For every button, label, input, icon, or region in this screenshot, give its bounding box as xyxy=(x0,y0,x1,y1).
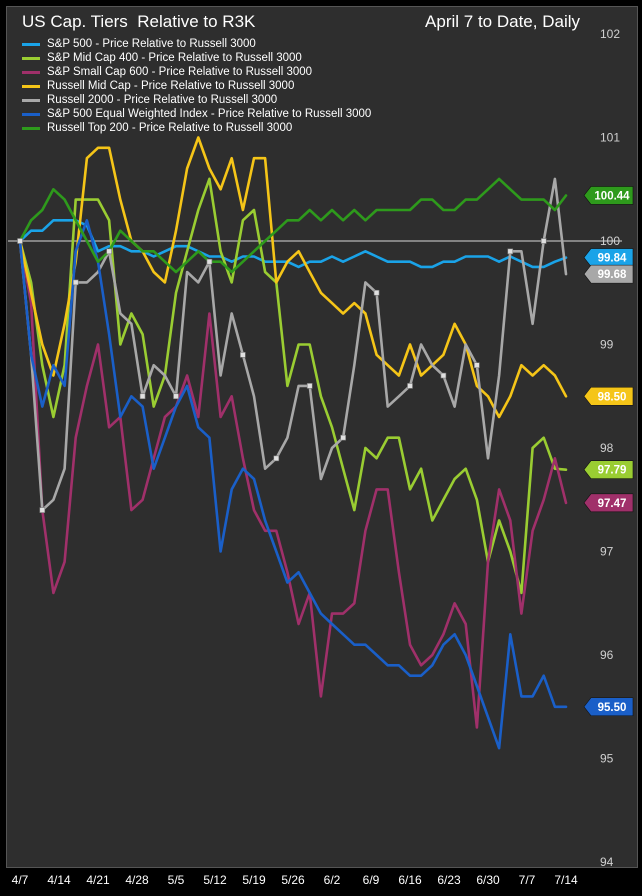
x-tick-label: 6/2 xyxy=(324,873,341,887)
legend-swatch xyxy=(22,112,40,116)
data-point-marker xyxy=(507,248,514,255)
series-line-6 xyxy=(18,177,568,274)
series-line-2 xyxy=(18,239,568,729)
legend-item: S&P 500 Equal Weighted Index - Price Rel… xyxy=(22,107,371,121)
x-tick-label: 4/28 xyxy=(125,873,149,887)
x-tick-label: 5/19 xyxy=(242,873,266,887)
x-tick-label: 5/12 xyxy=(203,873,227,887)
x-tick-label: 4/7 xyxy=(12,873,29,887)
legend-label: S&P Mid Cap 400 - Price Relative to Russ… xyxy=(47,52,302,64)
y-tick-label: 96 xyxy=(600,648,614,662)
last-value-tag-2: 97.47 xyxy=(583,493,634,513)
x-tick-label: 6/30 xyxy=(476,873,500,887)
last-value-label: 97.79 xyxy=(598,465,627,477)
legend-swatch xyxy=(22,56,40,60)
legend-label: S&P 500 Equal Weighted Index - Price Rel… xyxy=(47,108,372,120)
y-tick-label: 97 xyxy=(600,545,614,559)
x-tick-label: 6/16 xyxy=(398,873,422,887)
y-tick-label: 94 xyxy=(600,855,614,869)
legend-item: Russell Mid Cap - Price Relative to Russ… xyxy=(22,79,371,93)
last-value-tag-6: 100.44 xyxy=(583,186,634,205)
legend-label: Russell Top 200 - Price Relative to Russ… xyxy=(47,122,293,134)
series-line-0 xyxy=(18,219,568,269)
last-value-tag-bg xyxy=(583,493,634,513)
last-value-tag-bg xyxy=(583,697,634,717)
legend-item: S&P Mid Cap 400 - Price Relative to Russ… xyxy=(22,51,371,65)
legend: S&P 500 - Price Relative to Russell 3000… xyxy=(22,37,371,135)
last-value-tag-5: 95.50 xyxy=(583,697,634,717)
data-point-marker xyxy=(17,238,23,244)
data-point-marker xyxy=(240,352,246,358)
data-point-marker xyxy=(340,434,346,441)
y-tick-label: 95 xyxy=(600,752,614,766)
x-tick-label: 5/5 xyxy=(168,873,185,887)
data-point-marker xyxy=(139,393,146,400)
legend-item: Russell 2000 - Price Relative to Russell… xyxy=(22,93,371,107)
last-value-tag-bg xyxy=(583,460,634,480)
legend-label: Russell Mid Cap - Price Relative to Russ… xyxy=(47,80,295,92)
series-line-5 xyxy=(18,219,568,750)
legend-swatch xyxy=(22,42,40,46)
legend-label: S&P Small Cap 600 - Price Relative to Ru… xyxy=(47,66,313,78)
legend-swatch xyxy=(22,70,40,74)
series-line-3 xyxy=(18,136,568,419)
data-point-marker xyxy=(474,362,480,369)
x-tick-label: 4/21 xyxy=(86,873,110,887)
y-tick-label: 102 xyxy=(600,27,620,41)
legend-label: Russell 2000 - Price Relative to Russell… xyxy=(47,94,278,106)
last-value-tag-bg xyxy=(583,186,634,205)
x-tick-label: 6/23 xyxy=(437,873,461,887)
data-point-marker xyxy=(373,289,380,296)
series-line-4 xyxy=(18,177,568,512)
x-tick-label: 5/26 xyxy=(281,873,305,887)
data-point-marker xyxy=(72,279,79,286)
y-tick-label: 100 xyxy=(600,234,620,248)
x-tick-label: 6/9 xyxy=(363,873,380,887)
data-point-marker xyxy=(106,248,112,255)
last-value-label: 98.50 xyxy=(598,391,627,403)
legend-swatch xyxy=(22,84,40,88)
last-value-label: 95.50 xyxy=(598,702,627,714)
legend-item: S&P 500 - Price Relative to Russell 3000 xyxy=(22,37,371,51)
last-value-tag-1: 97.79 xyxy=(583,460,634,480)
last-value-label: 97.47 xyxy=(598,498,627,510)
legend-item: Russell Top 200 - Price Relative to Russ… xyxy=(22,121,371,135)
legend-label: S&P 500 - Price Relative to Russell 3000 xyxy=(47,38,256,50)
last-value-tag-0: 99.84 xyxy=(583,248,634,267)
series-line-1 xyxy=(18,177,568,595)
last-value-tag-bg xyxy=(583,264,634,284)
plot-area xyxy=(6,6,638,868)
date-range-label: April 7 to Date, Daily xyxy=(425,12,580,31)
x-tick-label: 7/14 xyxy=(554,873,578,887)
last-value-label: 99.68 xyxy=(598,269,627,281)
data-point-marker xyxy=(440,372,447,379)
y-tick-label: 101 xyxy=(600,131,620,145)
last-value-tag-3: 98.50 xyxy=(583,386,634,406)
x-tick-label: 4/14 xyxy=(47,873,71,887)
chart-title: US Cap. Tiers Relative to R3K xyxy=(22,12,256,31)
data-point-marker xyxy=(407,383,413,389)
data-point-marker xyxy=(206,258,213,265)
legend-item: S&P Small Cap 600 - Price Relative to Ru… xyxy=(22,65,371,79)
legend-swatch xyxy=(22,98,40,102)
last-value-tag-bg xyxy=(583,386,634,406)
data-point-marker xyxy=(39,507,46,513)
x-tick-label: 7/7 xyxy=(519,873,536,887)
last-value-tag-bg xyxy=(583,248,634,267)
data-point-marker xyxy=(540,238,547,244)
y-tick-label: 99 xyxy=(600,338,614,352)
y-tick-label: 98 xyxy=(600,441,614,455)
legend-swatch xyxy=(22,126,40,130)
data-point-marker xyxy=(306,383,313,389)
data-point-marker xyxy=(273,455,280,462)
last-value-label: 100.44 xyxy=(594,190,630,202)
last-value-label: 99.84 xyxy=(598,253,627,265)
data-point-marker xyxy=(173,393,179,400)
last-value-tag-4: 99.68 xyxy=(583,264,634,284)
